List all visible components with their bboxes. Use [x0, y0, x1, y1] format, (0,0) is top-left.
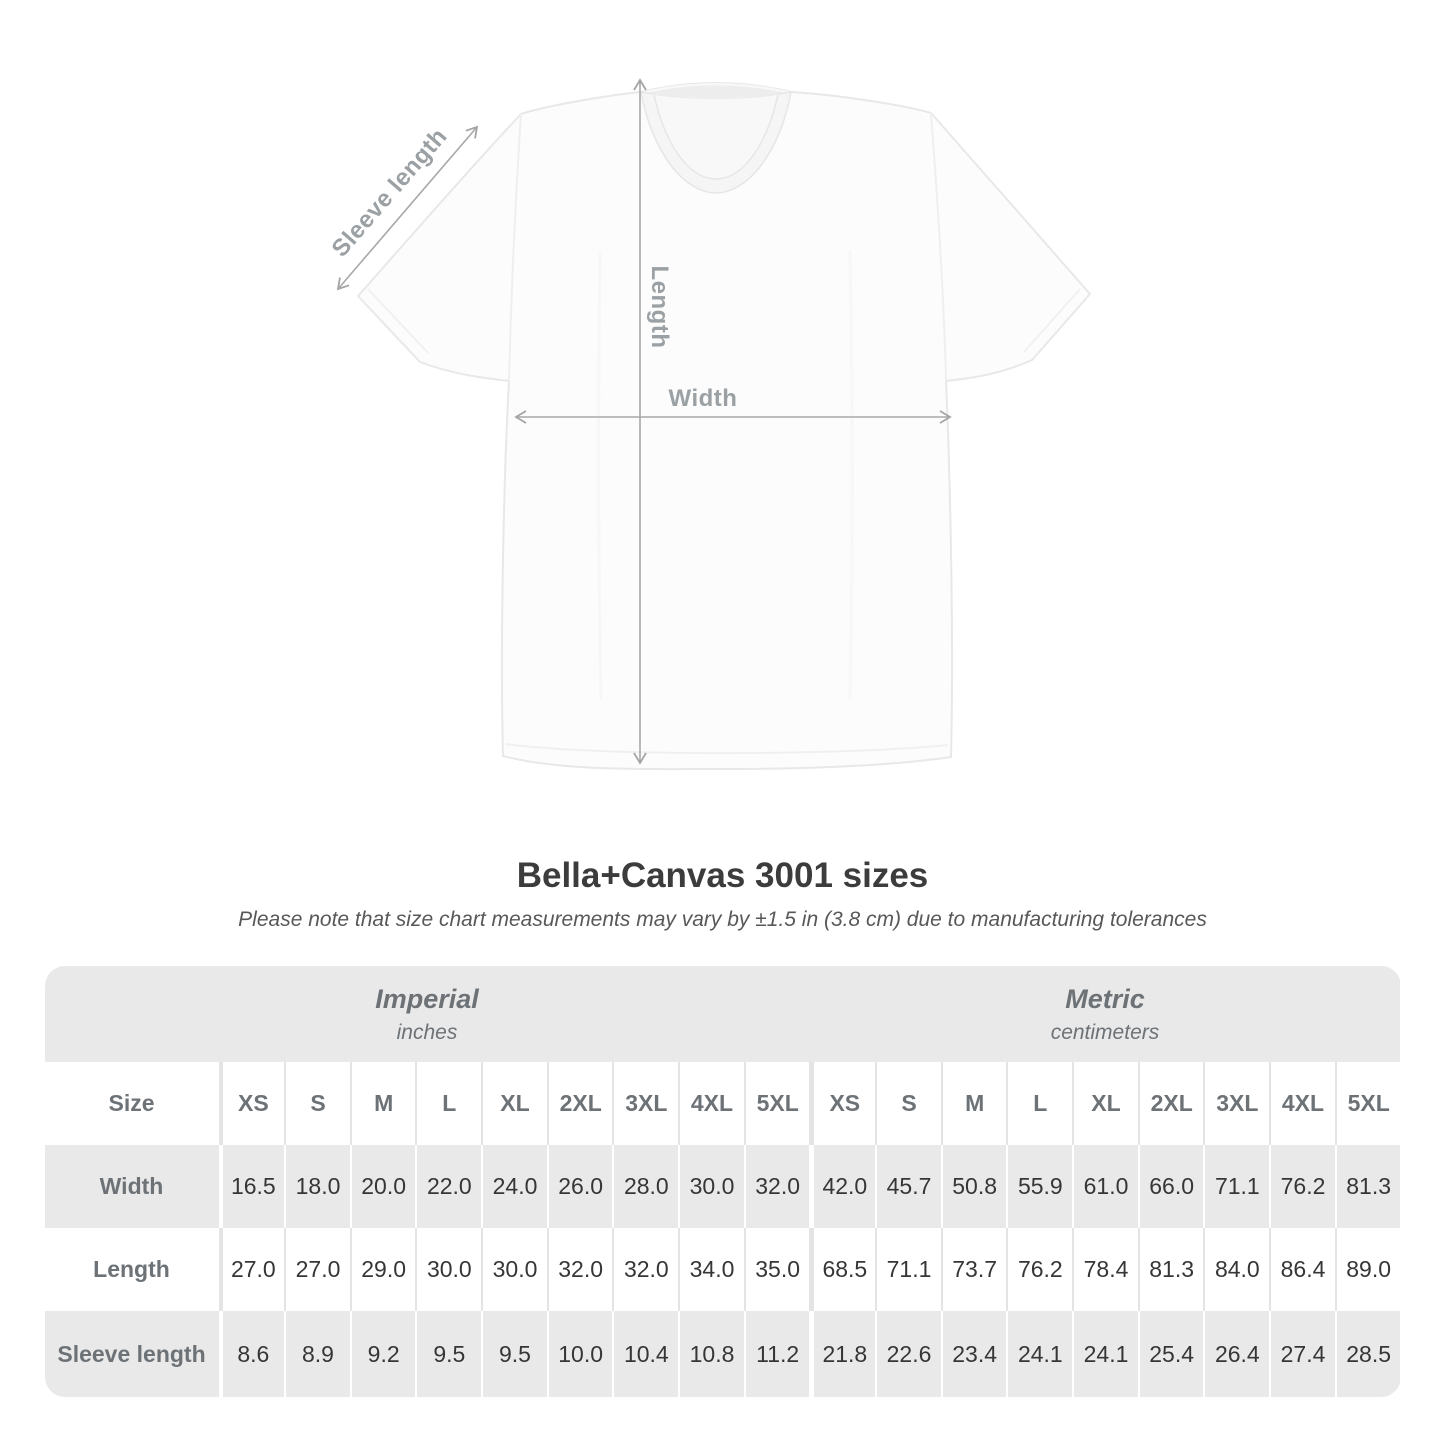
size-col-header: XS: [809, 1062, 876, 1145]
value-cell: 66.0: [1137, 1145, 1204, 1228]
value-cell: 76.2: [1006, 1228, 1073, 1311]
value-cell: 27.0: [284, 1228, 350, 1311]
value-cell: 10.0: [546, 1311, 613, 1397]
value-cell: 86.4: [1269, 1228, 1335, 1311]
value-cell: 27.0: [218, 1228, 285, 1311]
size-col-header: L: [1006, 1062, 1073, 1145]
value-cell: 24.1: [1006, 1311, 1073, 1397]
value-cell: 26.0: [546, 1145, 613, 1228]
size-col-header: 2XL: [546, 1062, 613, 1145]
section-header-metric: Metric centimeters: [809, 966, 1401, 1062]
section-title: Imperial: [375, 983, 479, 1014]
value-cell: 21.8: [809, 1311, 876, 1397]
value-cell: 22.0: [415, 1145, 482, 1228]
size-col-header: XL: [1072, 1062, 1138, 1145]
page-title: Bella+Canvas 3001 sizes: [516, 856, 929, 895]
value-cell: 29.0: [349, 1228, 416, 1311]
size-col-header: 5XL: [1334, 1062, 1401, 1145]
value-cell: 9.2: [349, 1311, 416, 1397]
size-col-header: XL: [481, 1062, 547, 1145]
size-col-header: 5XL: [743, 1062, 810, 1145]
tshirt-measurement-diagram: Sleeve length Length Width: [327, 78, 1092, 771]
value-cell: 78.4: [1072, 1228, 1138, 1311]
value-cell: 18.0: [284, 1145, 350, 1228]
value-cell: 34.0: [678, 1228, 744, 1311]
size-col-header: S: [284, 1062, 350, 1145]
value-cell: 81.3: [1137, 1228, 1204, 1311]
value-cell: 73.7: [940, 1228, 1007, 1311]
value-cell: 28.0: [612, 1145, 679, 1228]
value-cell: 27.4: [1269, 1311, 1335, 1397]
size-chart-table: Imperial inches Metric centimeters Size XS S M L…: [44, 966, 1401, 1397]
value-cell: 32.0: [546, 1228, 613, 1311]
value-cell: 89.0: [1334, 1228, 1401, 1311]
value-cell: 50.8: [940, 1145, 1007, 1228]
width-label: Width: [668, 385, 738, 412]
size-col-header: 4XL: [678, 1062, 744, 1145]
section-unit: inches: [396, 1020, 458, 1044]
value-cell: 61.0: [1072, 1145, 1138, 1228]
length-label: Length: [646, 265, 673, 349]
size-col-header: L: [415, 1062, 482, 1145]
value-cell: 32.0: [743, 1145, 810, 1228]
value-cell: 8.9: [284, 1311, 350, 1397]
size-col-header: 3XL: [612, 1062, 679, 1145]
value-cell: 16.5: [218, 1145, 285, 1228]
sleeve-length-arrow: [336, 125, 479, 291]
size-col-header: 2XL: [1137, 1062, 1204, 1145]
value-cell: 71.1: [875, 1228, 941, 1311]
value-cell: 8.6: [218, 1311, 285, 1397]
value-cell: 26.4: [1203, 1311, 1270, 1397]
size-col-header: M: [940, 1062, 1007, 1145]
tshirt-graphic: [356, 82, 1092, 771]
size-col-header: 3XL: [1203, 1062, 1270, 1145]
value-cell: 9.5: [415, 1311, 482, 1397]
value-cell: 24.0: [481, 1145, 547, 1228]
value-cell: 42.0: [809, 1145, 876, 1228]
value-cell: 28.5: [1334, 1311, 1401, 1397]
value-cell: 23.4: [940, 1311, 1007, 1397]
value-cell: 84.0: [1203, 1228, 1270, 1311]
size-guide-page: Sleeve length Length Width Bella+Canvas …: [44, 78, 1401, 1397]
size-col-header: M: [349, 1062, 416, 1145]
tshirt-image: [336, 78, 1092, 771]
value-cell: 76.2: [1269, 1145, 1335, 1228]
value-cell: 68.5: [809, 1228, 876, 1311]
value-cell: 55.9: [1006, 1145, 1073, 1228]
tolerance-note: Please note that size chart measurements…: [238, 908, 1207, 931]
value-cell: 81.3: [1334, 1145, 1401, 1228]
size-corner-label: Size: [44, 1062, 219, 1145]
value-cell: 9.5: [481, 1311, 547, 1397]
value-cell: 30.0: [678, 1145, 744, 1228]
row-label: Width: [44, 1145, 219, 1228]
size-col-header: S: [875, 1062, 941, 1145]
value-cell: 10.4: [612, 1311, 679, 1397]
row-label: Sleeve length: [44, 1311, 219, 1397]
value-cell: 24.1: [1072, 1311, 1138, 1397]
section-title: Metric: [1065, 983, 1145, 1014]
value-cell: 30.0: [415, 1228, 482, 1311]
section-unit: centimeters: [1050, 1020, 1160, 1044]
row-label: Length: [44, 1228, 219, 1311]
value-cell: 25.4: [1137, 1311, 1204, 1397]
value-cell: 45.7: [875, 1145, 941, 1228]
size-col-header: 4XL: [1269, 1062, 1335, 1145]
section-header-imperial: Imperial inches: [44, 966, 810, 1062]
value-cell: 10.8: [678, 1311, 744, 1397]
value-cell: 35.0: [743, 1228, 810, 1311]
value-cell: 30.0: [481, 1228, 547, 1311]
value-cell: 32.0: [612, 1228, 679, 1311]
value-cell: 71.1: [1203, 1145, 1270, 1228]
value-cell: 11.2: [743, 1311, 810, 1397]
size-col-header: XS: [218, 1062, 285, 1145]
value-cell: 22.6: [875, 1311, 941, 1397]
value-cell: 20.0: [349, 1145, 416, 1228]
